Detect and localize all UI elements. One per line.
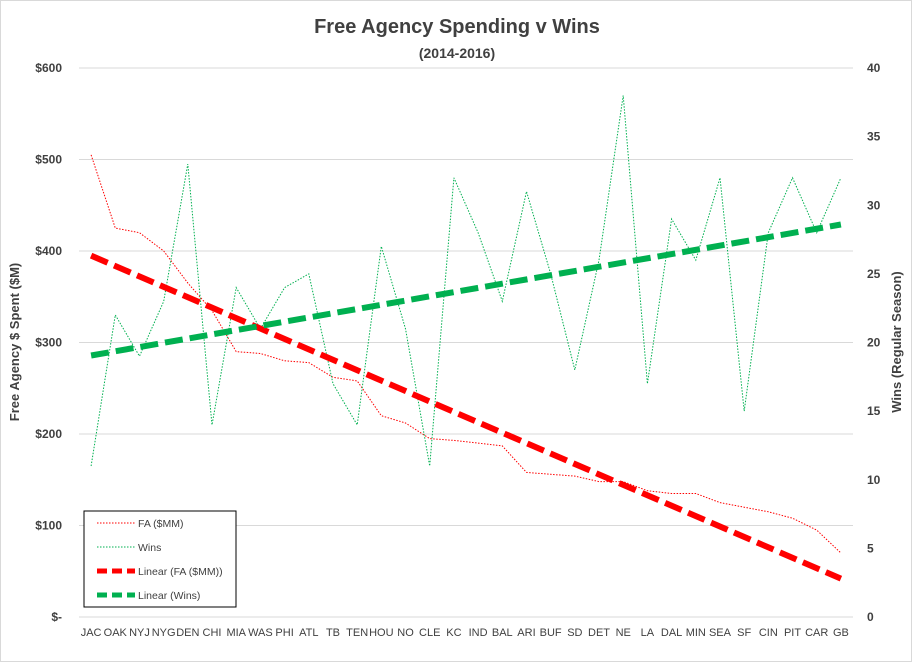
y2-tick-label: 25 xyxy=(867,267,881,281)
x-tick-label: SEA xyxy=(709,627,732,639)
x-tick-label: DAL xyxy=(661,627,682,639)
x-tick-label: CIN xyxy=(759,627,778,639)
x-tick-label: DET xyxy=(588,627,610,639)
legend-label: Linear (FA ($MM)) xyxy=(138,566,223,578)
x-tick-label: PIT xyxy=(784,627,801,639)
x-tick-label: TEN xyxy=(346,627,368,639)
y-tick-label: $500 xyxy=(35,153,62,167)
chart-subtitle: (2014-2016) xyxy=(419,45,495,61)
legend-label: Linear (Wins) xyxy=(138,590,200,602)
right-axis-ticks: 0 5 10 15 20 25 30 35 40 xyxy=(867,61,881,624)
x-tick-label: GB xyxy=(833,627,849,639)
x-tick-label: DEN xyxy=(176,627,199,639)
y2-tick-label: 15 xyxy=(867,404,881,418)
y-tick-label: $200 xyxy=(35,427,62,441)
left-axis-label: Free Agency $ Spent ($M) xyxy=(7,263,22,421)
x-tick-label: NYG xyxy=(152,627,176,639)
x-tick-label: LA xyxy=(641,627,655,639)
right-axis-label: Wins (Regular Season) xyxy=(889,271,904,412)
y-tick-label: $600 xyxy=(35,61,62,75)
x-tick-label: TB xyxy=(326,627,340,639)
y2-tick-label: 20 xyxy=(867,336,881,350)
x-tick-label: MIN xyxy=(686,627,706,639)
y2-tick-label: 10 xyxy=(867,473,881,487)
y-tick-label: $400 xyxy=(35,244,62,258)
y2-tick-label: 35 xyxy=(867,130,881,144)
x-tick-label: KC xyxy=(446,627,461,639)
x-tick-label: SD xyxy=(567,627,582,639)
legend-box xyxy=(83,510,237,608)
x-tick-label: MIA xyxy=(226,627,246,639)
series-layer xyxy=(89,95,843,582)
x-tick-label: CLE xyxy=(419,627,440,639)
x-tick-label: WAS xyxy=(248,627,273,639)
x-tick-label: OAK xyxy=(104,627,128,639)
x-tick-label: CHI xyxy=(203,627,222,639)
x-tick-label: IND xyxy=(469,627,488,639)
y2-tick-label: 0 xyxy=(867,610,874,624)
y2-tick-label: 5 xyxy=(867,541,874,555)
x-axis-ticks: JAC OAK NYJ NYG DEN CHI MIA WAS PHI ATL TB TEN HOU NO… xyxy=(81,627,849,639)
x-tick-label: ARI xyxy=(517,627,535,639)
x-tick-label: HOU xyxy=(369,627,394,639)
chart-title: Free Agency Spending v Wins xyxy=(314,16,600,38)
legend: FA ($MM) Wins Linear (FA ($MM)) Linear (Win… xyxy=(83,510,237,608)
y2-tick-label: 30 xyxy=(867,198,881,212)
x-tick-label: NE xyxy=(616,627,631,639)
x-tick-label: SF xyxy=(737,627,751,639)
x-tick-label: ATL xyxy=(299,627,318,639)
x-tick-label: CAR xyxy=(805,627,828,639)
y2-tick-label: 40 xyxy=(867,61,881,75)
y-tick-label: $100 xyxy=(35,519,62,533)
x-tick-label: NYJ xyxy=(129,627,150,639)
series-line-wins xyxy=(90,95,842,467)
series-line-linear-fa-mm xyxy=(89,252,843,582)
left-axis-ticks: $- $100 $200 $300 $400 $500 $600 xyxy=(35,61,62,624)
y-tick-label: $300 xyxy=(35,336,62,350)
x-tick-label: BUF xyxy=(540,627,562,639)
series-line-fa-mm xyxy=(90,154,842,554)
y-tick-label: $- xyxy=(51,610,62,624)
x-tick-label: PHI xyxy=(275,627,293,639)
series-line-linear-wins xyxy=(90,221,842,359)
legend-label: FA ($MM) xyxy=(138,518,184,530)
legend-label: Wins xyxy=(138,542,161,554)
x-tick-label: JAC xyxy=(81,627,102,639)
x-tick-label: NO xyxy=(397,627,414,639)
x-tick-label: BAL xyxy=(492,627,513,639)
